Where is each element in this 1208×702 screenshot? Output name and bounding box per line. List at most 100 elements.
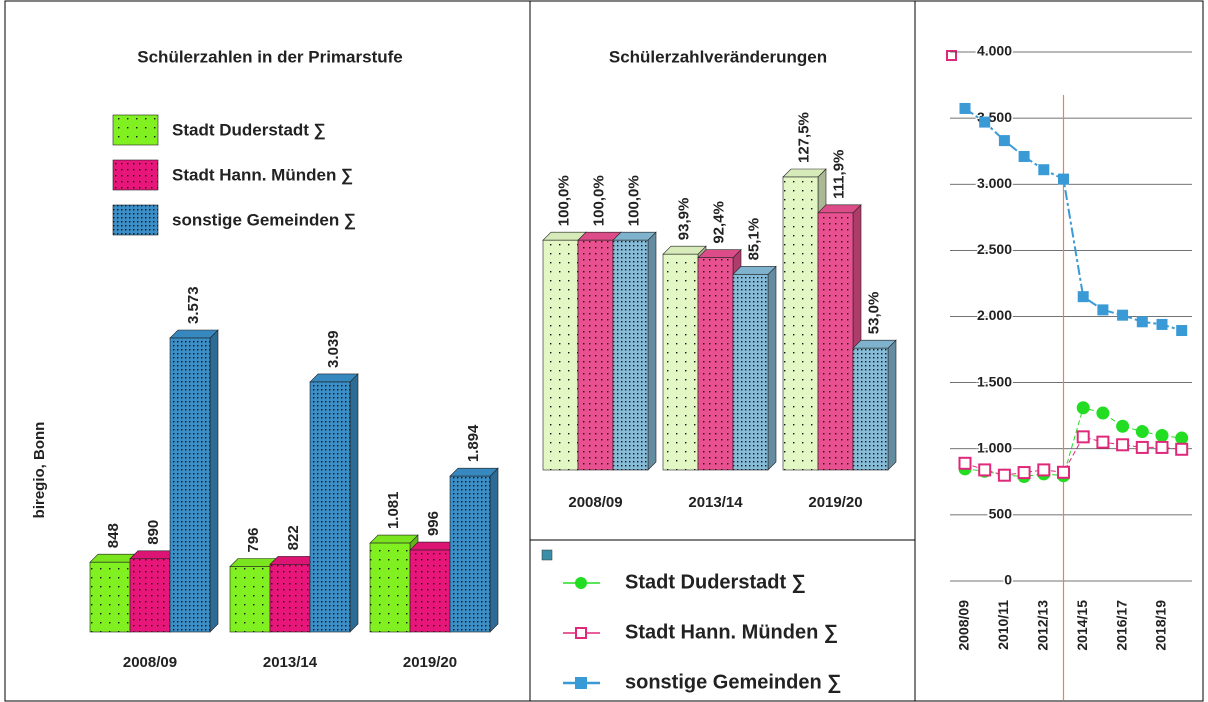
- x-tick-label: 2012/13: [1035, 600, 1051, 651]
- bar-top: [612, 231, 657, 241]
- bar: [409, 549, 451, 633]
- y-tick-label: 0: [1004, 572, 1012, 588]
- bar: [269, 564, 311, 633]
- bar: [129, 558, 171, 633]
- x-tick-label: 2019/20: [808, 494, 862, 511]
- legend-marker: [575, 677, 587, 689]
- y-tick-label: 4.000: [977, 43, 1012, 59]
- x-tick-label: 2013/14: [263, 654, 318, 671]
- point: [958, 456, 972, 470]
- y-tick-label: 2.000: [977, 307, 1012, 323]
- point: [1077, 291, 1089, 303]
- x-tick-label: 2008/09: [956, 600, 972, 651]
- bar: [542, 239, 579, 471]
- y-tick-label: 500: [989, 506, 1013, 522]
- bar-top: [782, 168, 827, 178]
- point: [1017, 466, 1031, 480]
- bar-top: [449, 467, 499, 477]
- legend-icon: [946, 50, 957, 61]
- bar-top: [697, 249, 742, 258]
- bar-top: [169, 329, 219, 339]
- point: [1058, 173, 1069, 185]
- legend-icon: [541, 549, 553, 561]
- point: [1135, 425, 1149, 439]
- bar-side: [489, 467, 499, 633]
- bar: [577, 239, 614, 471]
- point: [1018, 150, 1030, 162]
- legend-swatch: [112, 159, 159, 191]
- legend-swatch: [112, 114, 159, 146]
- y-tick-label: 1.000: [977, 439, 1012, 455]
- point: [1136, 316, 1148, 328]
- point: [1096, 435, 1110, 449]
- x-tick-label: 2016/17: [1113, 600, 1129, 651]
- x-tick-label: 2013/14: [688, 494, 743, 511]
- point: [1076, 401, 1090, 415]
- bar: [697, 257, 734, 471]
- value-label: 3.039: [325, 330, 342, 368]
- bar: [309, 381, 351, 633]
- bar-top: [852, 339, 897, 349]
- bar-side: [209, 329, 219, 633]
- value-label: 100,0%: [590, 175, 607, 226]
- point: [997, 468, 1011, 482]
- bar-top: [309, 373, 359, 383]
- point: [1037, 463, 1051, 477]
- point: [1156, 318, 1168, 330]
- x-tick-label: 2019/20: [403, 654, 457, 671]
- legend-label: sonstige Gemeinden ∑: [625, 671, 842, 693]
- legend-marker: [575, 577, 587, 589]
- bar: [817, 212, 854, 471]
- point: [978, 463, 992, 477]
- y-tick-label: 1.500: [977, 373, 1012, 389]
- bar-side: [887, 339, 897, 471]
- bar: [449, 475, 491, 633]
- y-tick-label: 3.000: [977, 175, 1012, 191]
- value-label: 100,0%: [555, 175, 572, 226]
- point: [1175, 442, 1189, 456]
- point: [1117, 309, 1129, 321]
- value-label: 100,0%: [625, 175, 642, 226]
- value-label: 3.573: [185, 286, 202, 324]
- value-label: 848: [105, 523, 122, 548]
- bar: [612, 239, 649, 471]
- legend-label: Stadt Hann. Münden ∑: [625, 621, 838, 643]
- x-tick-label: 2014/15: [1074, 600, 1090, 651]
- bar: [852, 347, 889, 471]
- value-label: 92,4%: [710, 201, 727, 244]
- value-label: 1.081: [385, 492, 402, 530]
- bar: [169, 337, 211, 633]
- bar-side: [767, 265, 777, 471]
- bar-side: [349, 373, 359, 633]
- point: [1176, 325, 1188, 337]
- value-label: 127,5%: [795, 112, 812, 163]
- point: [1155, 429, 1169, 443]
- value-label: 822: [285, 525, 302, 550]
- value-label: 93,9%: [675, 198, 692, 241]
- legend-label: sonstige Gemeinden ∑: [172, 210, 356, 229]
- chart-title: Schülerzahlen in der Primarstufe: [137, 47, 402, 66]
- value-label: 996: [425, 511, 442, 536]
- legend-label: Stadt Duderstadt ∑: [172, 120, 326, 139]
- value-label: 890: [145, 520, 162, 545]
- x-tick-label: 2018/19: [1153, 600, 1169, 651]
- point: [1038, 164, 1050, 176]
- point: [979, 116, 991, 128]
- legend-label: Stadt Hann. Münden ∑: [172, 165, 353, 184]
- y-tick-label: 2.500: [977, 241, 1012, 257]
- point: [1076, 430, 1090, 444]
- x-tick-label: 2008/09: [123, 654, 177, 671]
- legend-marker: [575, 627, 587, 639]
- bar: [369, 542, 411, 633]
- point: [1175, 431, 1189, 445]
- value-label: 111,9%: [830, 150, 847, 199]
- bar: [662, 253, 699, 471]
- point: [1135, 440, 1149, 454]
- bar-top: [369, 534, 419, 544]
- value-label: 85,1%: [745, 218, 762, 261]
- bar-side: [647, 231, 657, 471]
- bar: [732, 274, 769, 471]
- bar: [89, 561, 131, 633]
